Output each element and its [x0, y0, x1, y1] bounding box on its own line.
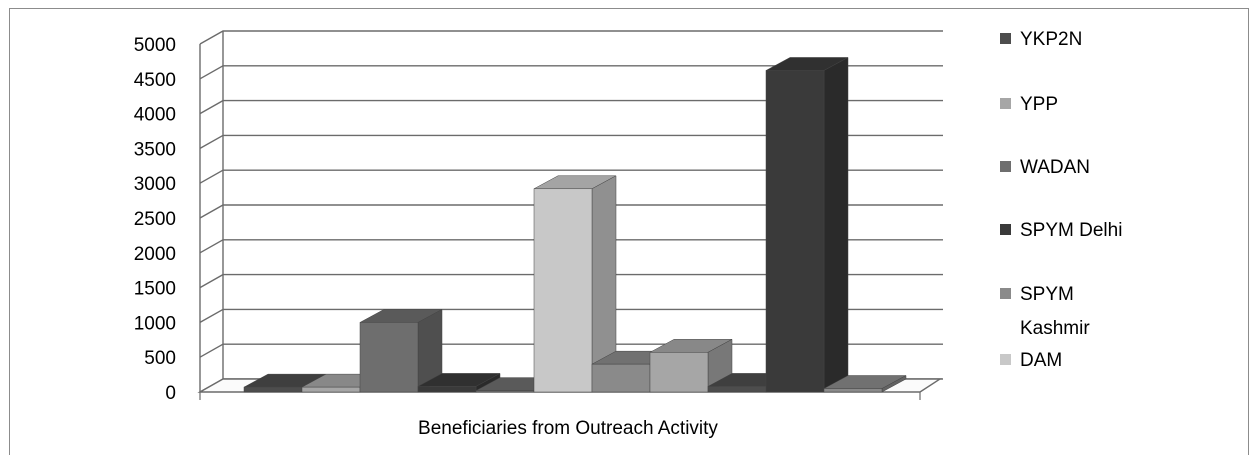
legend-item: WADAN	[1000, 157, 1090, 178]
legend-label: SPYM	[1020, 284, 1074, 305]
legend-label-line2: Kashmir	[1020, 318, 1090, 339]
legend-label: WADAN	[1020, 157, 1090, 178]
bar-side	[823, 57, 849, 393]
legend-label: DAM	[1020, 350, 1062, 371]
bar-front	[475, 390, 535, 393]
legend-swatch	[1000, 33, 1011, 44]
y-tick-label: 3500	[134, 139, 176, 160]
legend-swatch	[1000, 98, 1011, 109]
bar	[765, 57, 849, 393]
y-tick-label: 1000	[134, 313, 176, 334]
legend-swatch	[1000, 288, 1011, 299]
legend-swatch	[1000, 224, 1011, 235]
legend-item: YKP2N	[1000, 29, 1082, 50]
legend-item: DAM	[1000, 350, 1062, 371]
y-tick-label: 1500	[134, 279, 176, 300]
chart-bars	[243, 57, 907, 393]
y-tick-label: 4000	[134, 105, 176, 126]
legend-label: YPP	[1020, 94, 1058, 115]
bar	[649, 338, 733, 393]
x-axis-label: Beneficiaries from Outreach Activity	[418, 418, 718, 439]
bar	[533, 175, 617, 393]
legend-item: SPYM Delhi	[1000, 220, 1122, 241]
legend-label: YKP2N	[1020, 29, 1082, 50]
bar-front	[707, 386, 767, 393]
gridline	[199, 30, 943, 45]
y-tick-label: 2500	[134, 209, 176, 230]
y-tick-label: 0	[165, 383, 176, 404]
y-tick-label: 3000	[134, 174, 176, 195]
legend-swatch	[1000, 161, 1011, 172]
legend-item: SPYM Kashmir	[1000, 284, 1090, 339]
bar-front	[591, 363, 651, 393]
bar-front	[417, 386, 477, 393]
bar-front	[533, 188, 593, 393]
y-tick-labels: 0 500 1000 1500 2000 2500 3000 3500 4000 4500 5000	[134, 35, 176, 404]
y-tick-label: 500	[144, 348, 176, 369]
bar-front	[359, 322, 419, 393]
legend: YKP2N YPP WADAN SPYM Delhi SPYM Kashmir DAM	[1000, 29, 1122, 371]
bar-front	[823, 388, 883, 393]
bar	[823, 375, 907, 393]
y-tick-label: 4500	[134, 70, 176, 91]
bar-front	[301, 386, 361, 393]
bar-front	[765, 70, 825, 393]
y-tick-label: 5000	[134, 35, 176, 56]
y-tick-label: 2000	[134, 244, 176, 265]
bar	[359, 308, 443, 393]
legend-item: YPP	[1000, 94, 1058, 115]
legend-label: SPYM Delhi	[1020, 220, 1122, 241]
bar-front	[649, 352, 709, 393]
bar-front	[243, 386, 303, 393]
legend-swatch	[1000, 354, 1011, 365]
